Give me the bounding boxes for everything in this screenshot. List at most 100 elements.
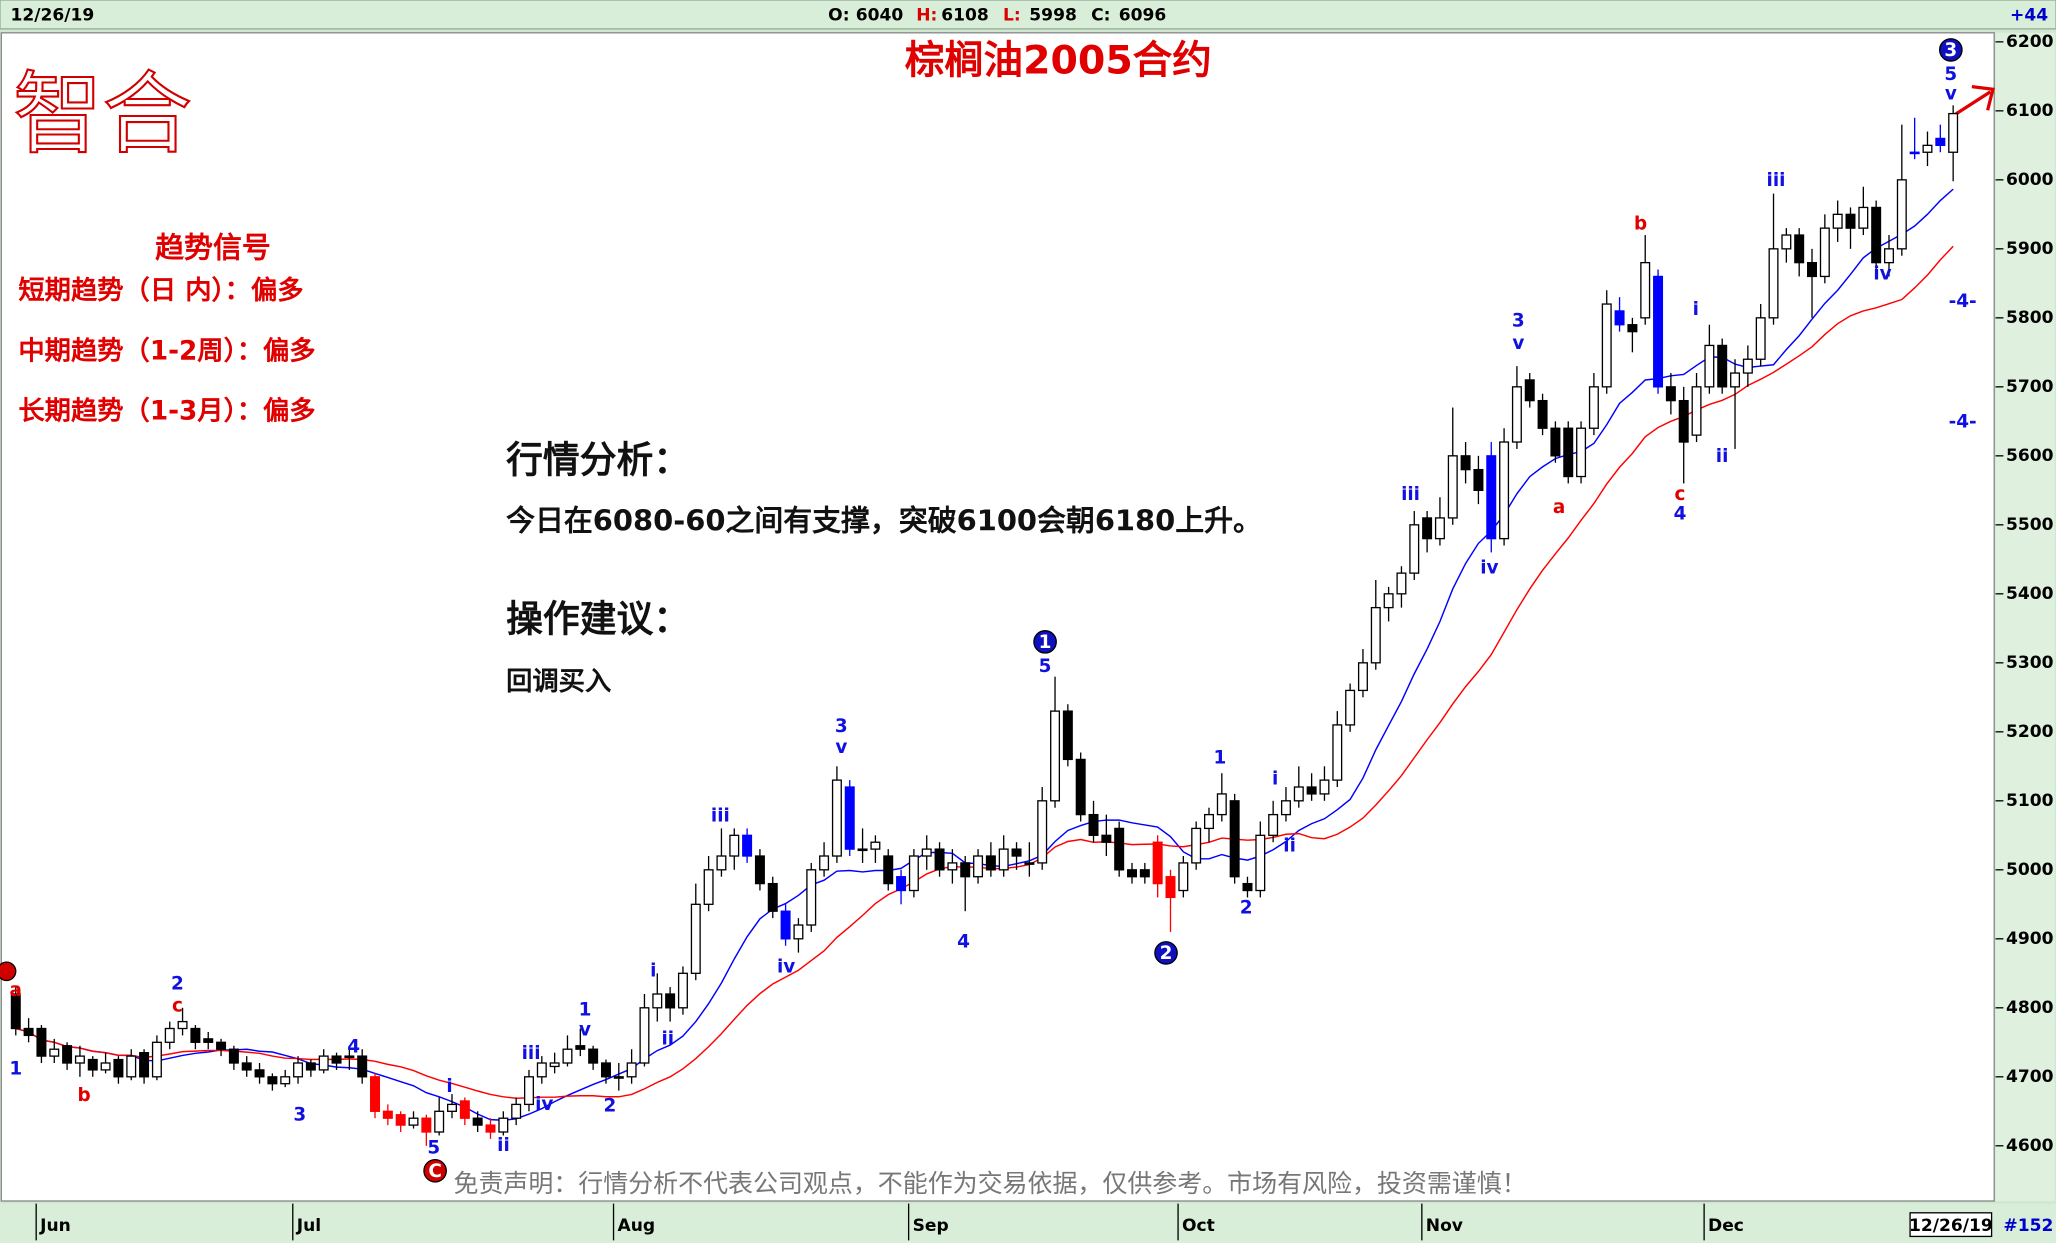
candle-body (1499, 441, 1510, 540)
candle-body (293, 1062, 304, 1078)
candle-body (1306, 786, 1317, 795)
wave-label: 5 (1944, 64, 1957, 85)
wave-label: a (10, 980, 22, 1001)
logo: 智合 (13, 63, 192, 167)
candle-body (1242, 882, 1253, 892)
low-label: L: (1003, 6, 1021, 26)
wave-label: -4- (1949, 291, 1977, 312)
candle-body (1357, 662, 1368, 692)
candle-body (241, 1062, 252, 1071)
candle-body (1473, 468, 1484, 491)
analysis-text: 今日在6080-60之间有支撑，突破6100会朝6180上升。 (506, 503, 1262, 537)
wave-label: iii (1401, 484, 1420, 505)
y-tick-label: 4900 (2006, 929, 2054, 949)
candle-body (1127, 869, 1138, 878)
candle-body (395, 1114, 406, 1126)
y-tick-label: 5700 (2006, 377, 2054, 397)
candle-body (1871, 206, 1882, 264)
y-tick-label: 5500 (2006, 515, 2054, 535)
candle-body (126, 1055, 137, 1078)
candle-body (716, 855, 727, 871)
candle-body (1832, 213, 1843, 229)
candle-body (36, 1027, 47, 1057)
header-bar (0, 0, 2056, 30)
candle-body (1768, 248, 1779, 319)
y-tick-label: 4800 (2006, 998, 2054, 1018)
candle-body (100, 1062, 111, 1071)
candle-body (254, 1069, 265, 1078)
wave-label: iv (1873, 263, 1891, 284)
candle-body (921, 848, 932, 857)
candle-body (1563, 427, 1574, 478)
candle-body (998, 848, 1009, 871)
candle-body (511, 1103, 522, 1119)
y-tick-label: 5100 (2006, 791, 2054, 811)
candle-body (267, 1076, 278, 1085)
wave-circle (1154, 941, 1178, 965)
open-label: O: (828, 6, 849, 26)
wave-circle (423, 1158, 447, 1183)
candle-body (690, 903, 701, 974)
candle-body (1460, 455, 1471, 471)
price-axis-panel (1995, 32, 2055, 1201)
candle-body (819, 855, 830, 871)
candle-body (973, 855, 984, 878)
wave-label: v (835, 737, 847, 758)
candle-body (1537, 399, 1548, 429)
candle-body (113, 1058, 124, 1078)
candle-body (1191, 827, 1202, 864)
candle-body (1434, 517, 1445, 540)
high-label: H: (916, 6, 937, 26)
trend-arrow (1952, 85, 1995, 117)
candle-body (883, 855, 894, 885)
candle-body (1280, 800, 1291, 816)
bar-count: #152 (2003, 1216, 2053, 1236)
wave-label: c (1675, 484, 1686, 505)
candle-body (742, 834, 753, 857)
y-tick-label: 6100 (2006, 101, 2054, 121)
wave-label: a (1553, 497, 1565, 518)
wave-label: b (78, 1085, 91, 1106)
close-value: 6096 (1119, 6, 1167, 26)
x-tick-label: Oct (1182, 1216, 1215, 1236)
candle-body (1909, 151, 1920, 155)
x-tick-label: Aug (617, 1216, 655, 1236)
candle-body (1255, 834, 1266, 892)
candle-body (600, 1062, 611, 1078)
candle-body (677, 972, 688, 1009)
x-tick-label: Sep (913, 1216, 949, 1236)
candle-body (23, 1027, 34, 1037)
signal-line: 短期趋势（日 内）：偏多 (18, 275, 303, 306)
candle-body (1742, 358, 1753, 374)
candle-body (1050, 710, 1061, 802)
candle-body (1293, 786, 1304, 802)
candle-body (1794, 234, 1805, 264)
candle-body (408, 1117, 419, 1126)
plot-area (0, 32, 1995, 1202)
x-tick-label: Jul (296, 1216, 321, 1236)
candle-body (562, 1048, 573, 1064)
signal-line: 长期趋势（1-3月）：偏多 (18, 396, 315, 427)
candle-body (1807, 261, 1818, 278)
candle-body (74, 1055, 85, 1064)
candle-body (1640, 261, 1651, 319)
wave-label: c (172, 996, 183, 1017)
y-tick-label: 6200 (2006, 32, 2054, 52)
x-tick-label: Dec (1708, 1216, 1744, 1236)
wave-label: v (579, 1019, 591, 1040)
chart-title: 棕榈油2005合约 (905, 38, 1212, 84)
candle-body (1037, 800, 1048, 864)
candle-body (870, 841, 881, 850)
candle-body (498, 1117, 509, 1133)
candle-body (1165, 876, 1176, 899)
candle-body (1075, 758, 1086, 816)
candle-body (1088, 813, 1099, 836)
candle-body (1062, 710, 1073, 761)
candle-body (1550, 427, 1561, 457)
wave-label: 4 (1674, 504, 1687, 525)
candle-body (472, 1117, 483, 1126)
wave-label: iv (1480, 557, 1498, 578)
wave-label: iv (535, 1094, 553, 1115)
candle-body (151, 1041, 162, 1078)
